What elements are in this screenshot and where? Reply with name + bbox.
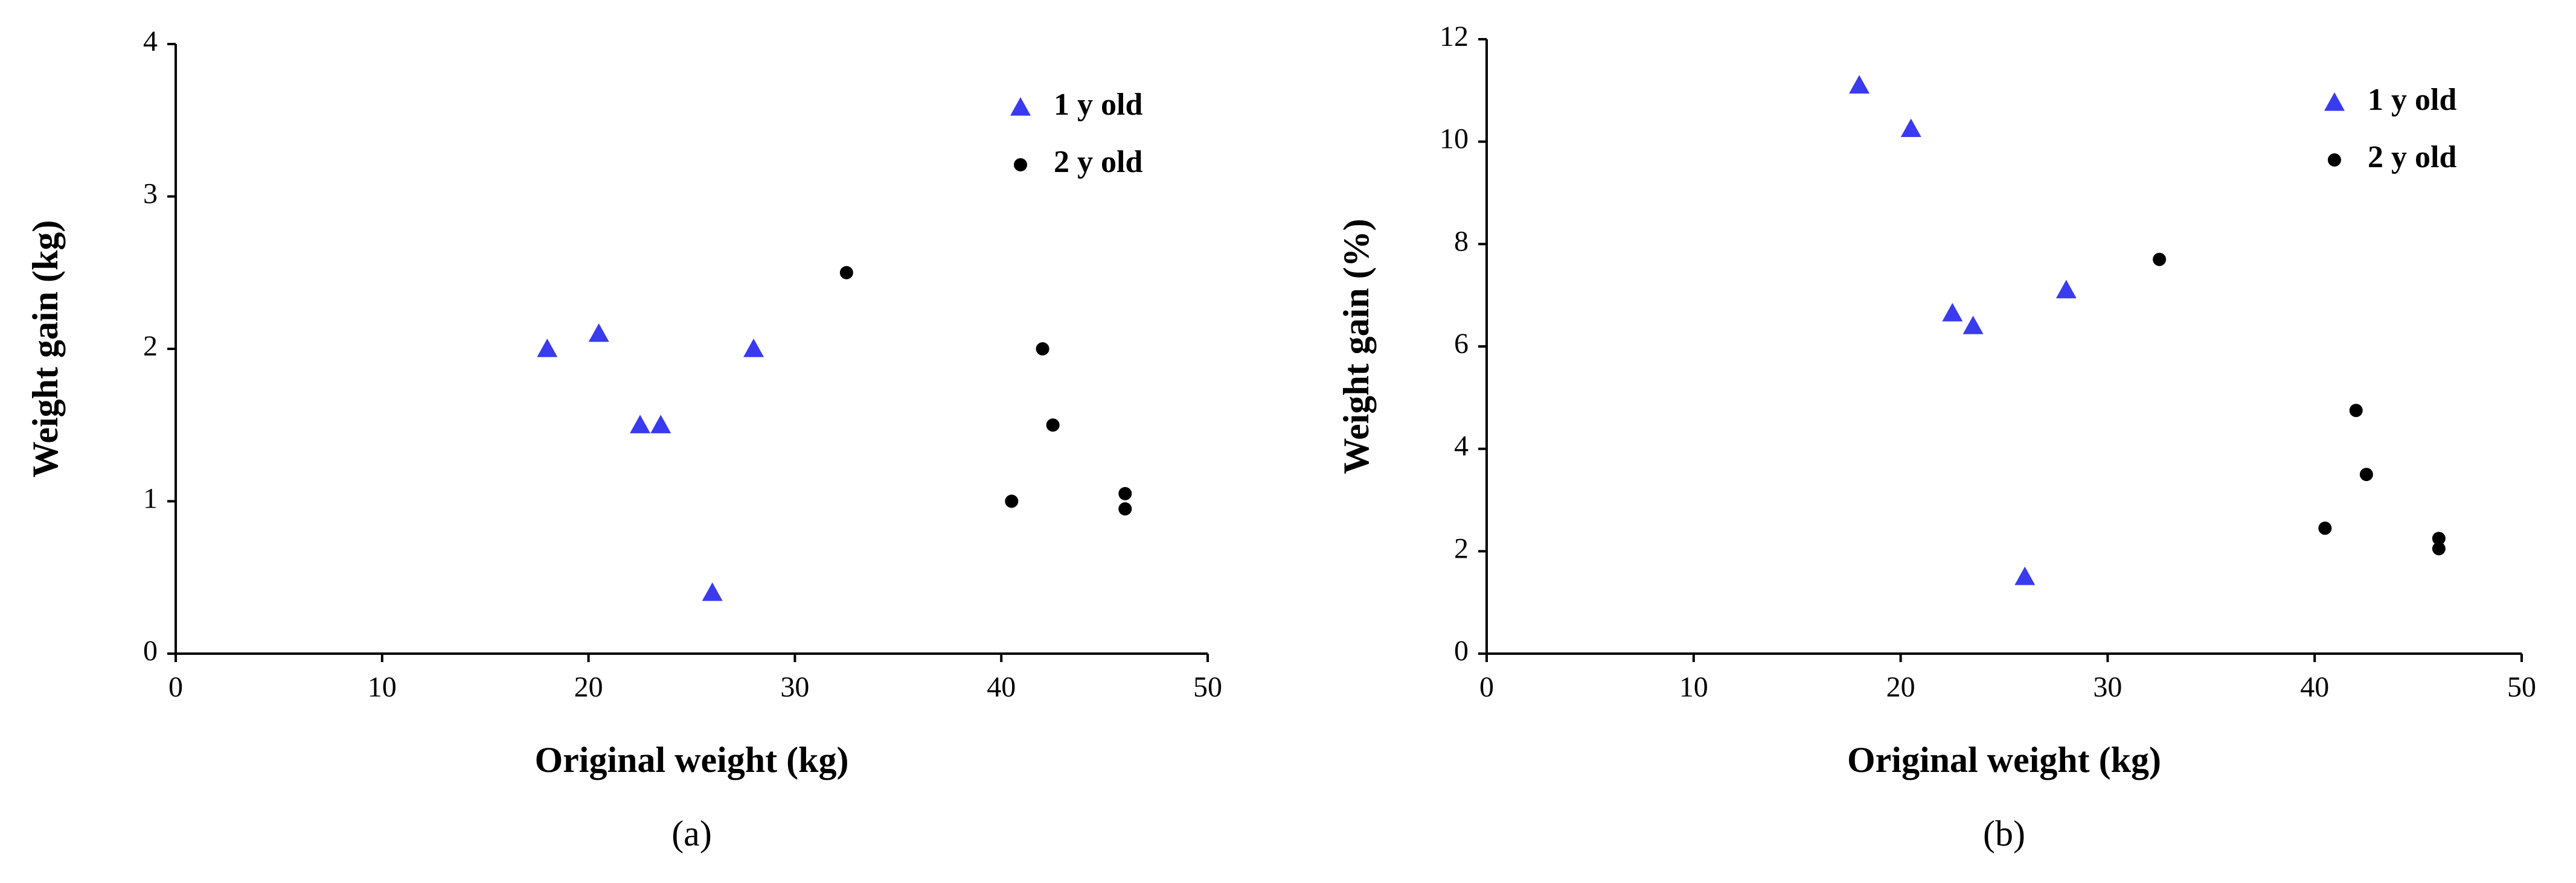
circle-marker <box>2318 521 2332 535</box>
circle-marker <box>2359 468 2373 482</box>
y-tick-label: 12 <box>1440 21 1469 53</box>
x-tick-label: 10 <box>368 671 397 703</box>
triangle-marker <box>702 582 723 601</box>
circle-marker <box>2153 252 2167 266</box>
y-axis-title: Weight gain (%) <box>1336 218 1376 474</box>
legend-label: 2 y old <box>2368 140 2456 174</box>
circle-marker <box>839 266 853 279</box>
circle-marker <box>1005 494 1019 508</box>
y-tick-label: 10 <box>1440 123 1469 155</box>
x-tick-label: 40 <box>2300 671 2329 703</box>
legend-label: 1 y old <box>1054 88 1142 122</box>
x-axis-title: Original weight (kg) <box>1847 740 2161 780</box>
x-tick-label: 40 <box>987 671 1016 703</box>
circle-marker <box>1036 342 1049 355</box>
y-tick-label: 4 <box>1454 430 1469 462</box>
triangle-marker <box>743 339 764 357</box>
circle-marker <box>1118 502 1132 516</box>
y-tick-label: 1 <box>143 483 158 515</box>
circle-marker <box>2349 404 2363 418</box>
triangle-marker <box>2055 279 2077 299</box>
triangle-marker <box>1942 302 1963 322</box>
legend-marker <box>1014 158 1027 171</box>
y-tick-label: 3 <box>143 178 158 210</box>
triangle-marker <box>1962 316 1984 334</box>
caption: (b) <box>1983 814 2025 853</box>
legend-marker <box>2328 153 2341 167</box>
caption: (a) <box>671 814 712 853</box>
x-tick-label: 30 <box>780 671 809 703</box>
y-axis-title: Weight gain (kg) <box>25 220 65 478</box>
circle-marker <box>1118 486 1132 500</box>
x-tick-label: 50 <box>1193 671 1222 703</box>
triangle-marker <box>650 415 671 433</box>
x-tick-label: 10 <box>1679 671 1708 703</box>
x-tick-label: 20 <box>1886 671 1915 703</box>
triangle-marker <box>2014 566 2036 585</box>
y-tick-label: 0 <box>1454 635 1469 667</box>
x-tick-label: 0 <box>1479 671 1494 703</box>
y-tick-label: 6 <box>1454 328 1469 360</box>
y-tick-label: 0 <box>143 635 158 667</box>
legend-label: 1 y old <box>2368 83 2456 117</box>
legend-marker <box>1010 97 1031 116</box>
x-tick-label: 20 <box>574 671 603 703</box>
x-tick-label: 0 <box>168 671 183 703</box>
circle-marker <box>2432 532 2446 546</box>
x-tick-label: 50 <box>2507 671 2536 703</box>
x-axis-title: Original weight (kg) <box>535 740 849 780</box>
circle-marker <box>2432 542 2446 556</box>
legend-marker <box>2324 92 2345 111</box>
triangle-marker <box>1849 75 1870 94</box>
y-tick-label: 8 <box>1454 225 1469 257</box>
legend-label: 2 y old <box>1054 145 1142 179</box>
y-tick-label: 2 <box>143 330 158 362</box>
y-tick-label: 2 <box>1454 532 1469 564</box>
triangle-marker <box>1900 118 1921 138</box>
triangle-marker <box>630 415 651 433</box>
x-tick-label: 30 <box>2093 671 2122 703</box>
circle-marker <box>1046 418 1060 432</box>
chart-panel: 0 2 4 6 8 10 12 0 10 20 30 40 50 Original weight (kg)… <box>1336 21 2536 853</box>
y-tick-label: 4 <box>143 25 158 57</box>
triangle-marker <box>588 323 609 342</box>
triangle-marker <box>537 339 558 357</box>
